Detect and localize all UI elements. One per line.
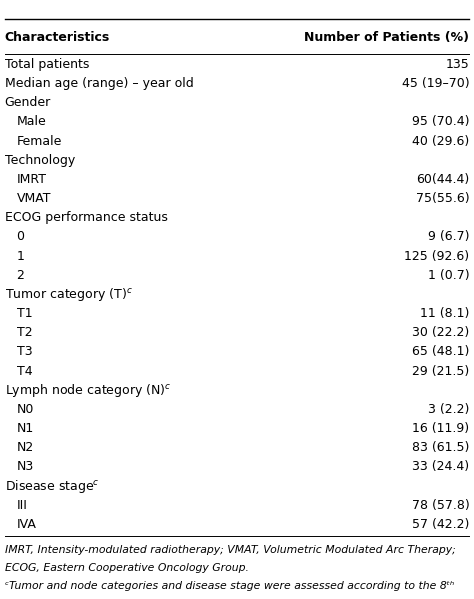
Text: 125 (92.6): 125 (92.6) [404,250,469,262]
Text: T3: T3 [17,346,32,358]
Text: Total patients: Total patients [5,58,89,71]
Text: N3: N3 [17,461,34,473]
Text: IMRT, Intensity-modulated radiotherapy; VMAT, Volumetric Modulated Arc Therapy;: IMRT, Intensity-modulated radiotherapy; … [5,545,456,555]
Text: Disease stage$^{c}$: Disease stage$^{c}$ [5,477,100,495]
Text: 78 (57.8): 78 (57.8) [411,499,469,512]
Text: 11 (8.1): 11 (8.1) [420,307,469,320]
Text: Lymph node category (N)$^{c}$: Lymph node category (N)$^{c}$ [5,382,172,399]
Text: 1 (0.7): 1 (0.7) [428,269,469,282]
Text: ECOG performance status: ECOG performance status [5,211,168,224]
Text: 57 (42.2): 57 (42.2) [412,518,469,531]
Text: 9 (6.7): 9 (6.7) [428,231,469,243]
Text: 16 (11.9): 16 (11.9) [412,422,469,435]
Text: VMAT: VMAT [17,192,51,205]
Text: T2: T2 [17,326,32,339]
Text: 135: 135 [446,58,469,71]
Text: Median age (range) – year old: Median age (range) – year old [5,77,193,90]
Text: Characteristics: Characteristics [5,31,110,44]
Text: Female: Female [17,135,62,147]
Text: 33 (24.4): 33 (24.4) [412,461,469,473]
Text: IVA: IVA [17,518,36,531]
Text: T4: T4 [17,365,32,377]
Text: 65 (48.1): 65 (48.1) [412,346,469,358]
Text: N2: N2 [17,441,34,454]
Text: 45 (19–70): 45 (19–70) [401,77,469,90]
Text: 40 (29.6): 40 (29.6) [412,135,469,147]
Text: 83 (61.5): 83 (61.5) [412,441,469,454]
Text: ECOG, Eastern Cooperative Oncology Group.: ECOG, Eastern Cooperative Oncology Group… [5,563,249,573]
Text: 1: 1 [17,250,25,262]
Text: Gender: Gender [5,96,51,109]
Text: Technology: Technology [5,154,75,167]
Text: 60(44.4): 60(44.4) [416,173,469,186]
Text: Male: Male [17,116,46,128]
Text: 30 (22.2): 30 (22.2) [412,326,469,339]
Text: N1: N1 [17,422,34,435]
Text: 0: 0 [17,231,25,243]
Text: ᶜTumor and node categories and disease stage were assessed according to the 8ᵗʰ: ᶜTumor and node categories and disease s… [5,581,454,591]
Text: Tumor category (T)$^{c}$: Tumor category (T)$^{c}$ [5,286,133,303]
Text: N0: N0 [17,403,34,416]
Text: 2: 2 [17,269,25,282]
Text: 75(55.6): 75(55.6) [416,192,469,205]
Text: 3 (2.2): 3 (2.2) [428,403,469,416]
Text: Number of Patients (%): Number of Patients (%) [304,31,469,44]
Text: 95 (70.4): 95 (70.4) [412,116,469,128]
Text: 29 (21.5): 29 (21.5) [412,365,469,377]
Text: IMRT: IMRT [17,173,46,186]
Text: T1: T1 [17,307,32,320]
Text: III: III [17,499,27,512]
